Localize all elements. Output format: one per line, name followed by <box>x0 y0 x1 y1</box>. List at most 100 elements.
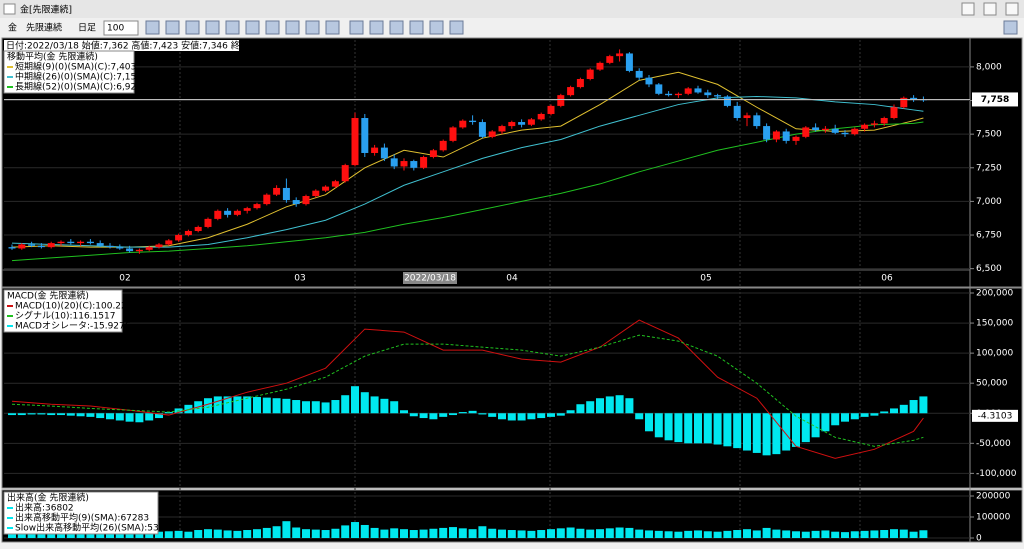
candle-body <box>175 235 183 241</box>
tool-icon[interactable] <box>325 20 340 35</box>
oscillator-bar <box>615 395 624 414</box>
volume-bar <box>782 530 791 539</box>
oscillator-bar <box>302 401 310 414</box>
date-label: 06 <box>881 274 893 284</box>
tool-icon[interactable] <box>429 20 444 35</box>
oscillator-bar <box>566 410 575 414</box>
tool-icon[interactable] <box>285 20 300 35</box>
candle-body <box>282 187 290 201</box>
oscillator-bar <box>782 413 791 451</box>
period[interactable]: 日足 <box>78 23 96 34</box>
volume-bar <box>792 531 800 539</box>
volume-bar <box>17 533 26 539</box>
legend-text: 中期線(26)(0)(SMA)(C):7,151 <box>15 71 142 83</box>
volume-bar <box>360 524 369 539</box>
oscillator-bar <box>429 413 438 420</box>
minimize-button[interactable] <box>961 2 975 16</box>
candle-body <box>263 194 271 205</box>
oscillator-bar <box>556 413 565 416</box>
volume-bar <box>262 527 271 539</box>
volume-bar <box>125 532 134 539</box>
tool-icon[interactable] <box>145 20 160 35</box>
volume-bar <box>527 530 536 539</box>
oscillator-bar <box>684 413 693 444</box>
volume-bar <box>204 529 212 539</box>
oscillator-bar <box>223 396 232 414</box>
tool-icon[interactable] <box>305 20 320 35</box>
volume-bar <box>615 527 624 539</box>
volume-bar <box>37 534 46 539</box>
volume-bar <box>654 530 663 539</box>
volume-bar <box>772 529 781 539</box>
oscillator-bar <box>654 413 663 438</box>
oscillator-bar <box>478 413 487 415</box>
oscillator-bar <box>419 413 428 419</box>
candle-body <box>184 230 192 236</box>
candle-body <box>302 196 310 205</box>
legend-text: MACD(10)(20)(C):100.2241 <box>15 302 138 312</box>
macd-panel <box>1 287 1023 489</box>
candle-body <box>243 208 251 211</box>
oscillator-bar <box>458 412 467 414</box>
candle-body <box>57 241 65 244</box>
volume-bar <box>164 531 173 539</box>
tool-icon[interactable] <box>245 20 260 35</box>
candle-body <box>459 120 467 128</box>
y-tick-label: 7,000 <box>976 197 1002 207</box>
legend-text: 出来高:36802 <box>15 502 74 514</box>
tool-icon[interactable] <box>165 20 180 35</box>
candle-body <box>616 53 624 57</box>
volume-bar <box>213 529 222 539</box>
last-price-box <box>972 92 1018 107</box>
plot-layer: 8,0007,7507,5007,2507,0006,7506,5007,758… <box>4 40 1018 544</box>
tool-icon[interactable] <box>265 20 280 35</box>
volume-bar <box>106 533 114 539</box>
volume-bar <box>566 527 575 539</box>
tool-icon[interactable] <box>349 20 364 35</box>
close-button[interactable] <box>1005 2 1019 16</box>
tool-icon[interactable] <box>225 20 240 35</box>
y-tick-label: 100,000 <box>976 349 1013 359</box>
candle-body <box>743 115 751 119</box>
tool-icon[interactable] <box>449 20 464 35</box>
oscillator-bar <box>331 400 340 414</box>
oscillator-bar <box>468 410 477 414</box>
volume-bar <box>194 530 203 539</box>
tool-icon[interactable] <box>369 20 384 35</box>
candle-body <box>67 241 75 244</box>
oscillator-bar <box>204 398 212 414</box>
volume-bar <box>674 531 683 539</box>
tool-icon[interactable] <box>389 20 404 35</box>
tool-icon[interactable] <box>185 20 200 35</box>
candle-body <box>537 113 545 120</box>
candle-body <box>910 97 918 100</box>
oscillator-bar <box>27 413 36 415</box>
tool-icon[interactable] <box>409 20 424 35</box>
window-icon <box>3 3 16 15</box>
candle-body <box>86 241 94 244</box>
oscillator-bar <box>919 396 928 414</box>
oscillator-bar <box>243 396 252 414</box>
volume-bar <box>439 527 448 539</box>
volume-bar <box>713 531 722 539</box>
candle-body <box>861 124 869 129</box>
oscillator-bar <box>370 396 379 414</box>
candle-body <box>204 218 212 227</box>
tool-icon[interactable] <box>1003 20 1018 35</box>
volume-bar <box>841 532 849 539</box>
tool-icon[interactable] <box>205 20 220 35</box>
symbol[interactable]: 金 <box>8 22 17 34</box>
y-tick-label: 7,500 <box>976 130 1002 140</box>
contract[interactable]: 先限連続 <box>26 22 62 34</box>
count-input[interactable] <box>103 20 139 36</box>
y-tick-label: -50,000 <box>976 439 1011 449</box>
oscillator-bar <box>792 413 800 447</box>
candle-body <box>645 77 653 85</box>
candle-body <box>449 127 457 141</box>
date-label: 05 <box>700 274 711 284</box>
volume-bar <box>233 530 242 539</box>
candle-body <box>567 87 575 96</box>
volume-bar <box>115 533 124 539</box>
maximize-button[interactable] <box>983 2 997 16</box>
